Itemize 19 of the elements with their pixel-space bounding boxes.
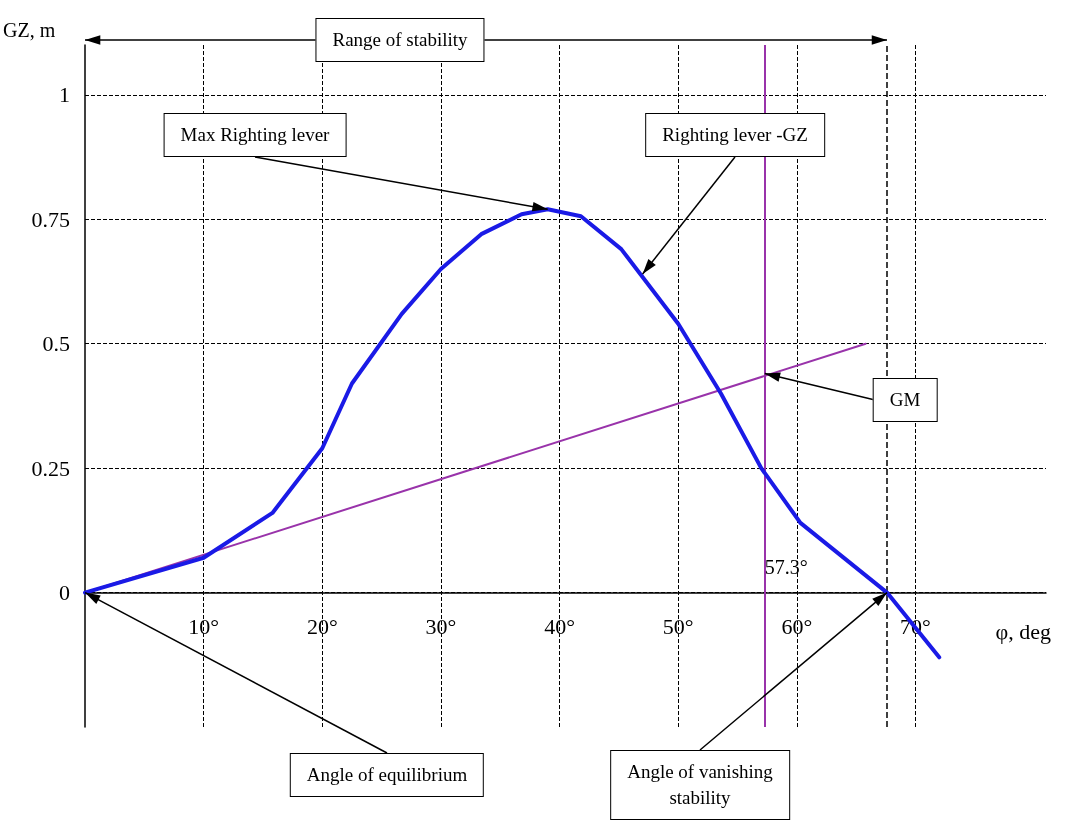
annotation: Angle of vanishing stability xyxy=(610,750,790,820)
x-axis-title: φ, deg xyxy=(995,619,1051,645)
y-tick-label: 0.5 xyxy=(42,331,70,357)
y-tick-label: 0 xyxy=(59,580,70,606)
y-axis-title: GZ, m xyxy=(3,19,56,41)
annotation: Max Righting lever xyxy=(163,113,347,157)
x-tick-label: 40° xyxy=(544,613,575,639)
y-tick-label: 1 xyxy=(59,82,70,108)
x-tick-label: 10° xyxy=(188,613,220,639)
annotation: Range of stability xyxy=(315,18,485,62)
annotation: GM xyxy=(872,378,938,422)
x-tick-label: 30° xyxy=(425,613,457,639)
annotation: Righting lever -GZ xyxy=(645,113,825,157)
y-tick-label: 0.25 xyxy=(31,455,70,481)
x-tick-label: 20° xyxy=(306,613,338,639)
x-tick-label: 60° xyxy=(781,613,813,639)
x-tick-label: 50° xyxy=(662,613,694,639)
annotation: Angle of equilibrium xyxy=(289,753,485,797)
y-tick-label: 0.75 xyxy=(31,206,70,232)
